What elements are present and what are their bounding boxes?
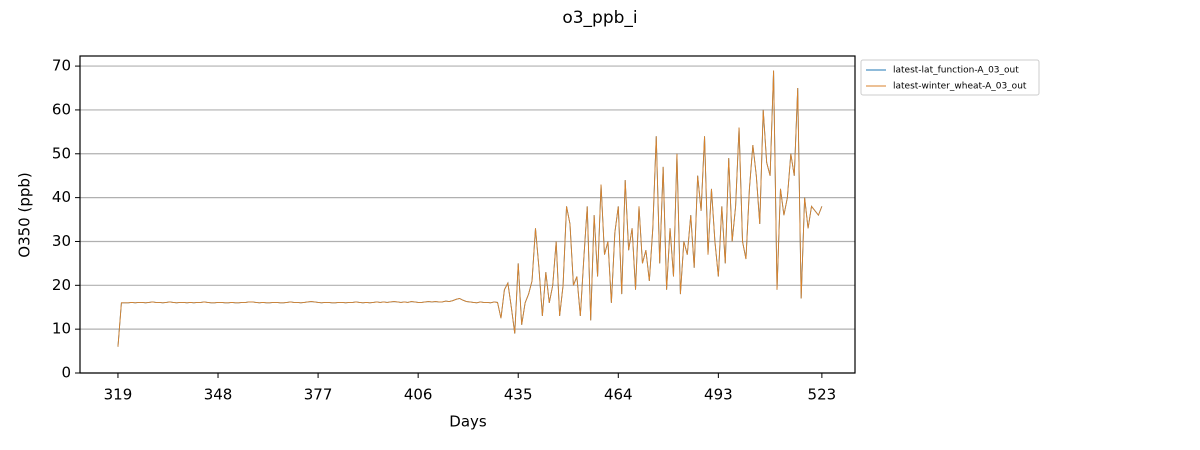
y-axis-label: O350 (ppb) (16, 172, 34, 257)
y-tick-label: 20 (52, 276, 71, 294)
y-tick-label: 70 (52, 57, 71, 75)
x-tick-label: 348 (204, 386, 233, 404)
x-tick-label: 523 (808, 386, 837, 404)
legend: latest-lat_function-A_03_out latest-winte… (860, 59, 1040, 96)
legend-label: latest-lat_function-A_03_out (893, 66, 1019, 76)
x-tick-label: 319 (104, 386, 133, 404)
y-tick-label: 10 (52, 320, 71, 338)
x-axis-label: Days (449, 413, 487, 431)
chart-title: o3_ppb_i (562, 8, 637, 28)
y-tick-label: 40 (52, 188, 71, 206)
x-tick-label: 435 (504, 386, 533, 404)
y-tick-label: 60 (52, 100, 71, 118)
y-tick-label: 50 (52, 144, 71, 162)
series-line (117, 70, 823, 347)
legend-label: latest-winter_wheat-A_03_out (893, 82, 1027, 92)
plot-frame (79, 55, 856, 374)
legend-box (860, 59, 1040, 96)
x-tick-label: 377 (304, 386, 333, 404)
x-tick-label: 493 (704, 386, 733, 404)
x-tick-label: 406 (404, 386, 433, 404)
y-tick-label: 30 (52, 232, 71, 250)
x-tick-label: 464 (604, 386, 633, 404)
series-line (117, 70, 823, 347)
y-tick-label: 0 (61, 364, 71, 382)
